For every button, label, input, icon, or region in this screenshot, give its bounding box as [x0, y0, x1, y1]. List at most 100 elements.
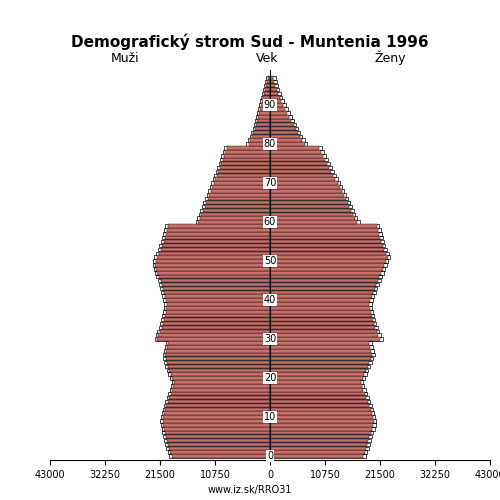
Bar: [219, 162, 270, 166]
Bar: [270, 310, 371, 314]
Bar: [161, 290, 270, 294]
Bar: [266, 76, 270, 80]
Bar: [168, 341, 270, 345]
Bar: [256, 123, 270, 126]
Bar: [263, 88, 270, 92]
Text: 40: 40: [264, 295, 276, 305]
Bar: [155, 271, 270, 274]
Bar: [270, 123, 293, 126]
Bar: [216, 170, 270, 173]
Bar: [164, 360, 270, 364]
Bar: [270, 232, 382, 235]
Bar: [270, 104, 286, 107]
Bar: [165, 224, 270, 228]
Bar: [270, 419, 376, 423]
Text: 60: 60: [264, 217, 276, 227]
Bar: [162, 431, 270, 434]
Bar: [270, 260, 386, 263]
Bar: [166, 438, 270, 442]
Bar: [270, 111, 290, 114]
Bar: [270, 435, 372, 438]
Bar: [164, 306, 270, 310]
Bar: [224, 154, 270, 158]
Bar: [162, 408, 270, 411]
Bar: [260, 107, 270, 111]
Bar: [162, 244, 270, 248]
Bar: [163, 232, 270, 235]
Bar: [270, 392, 364, 396]
Bar: [265, 88, 270, 92]
Bar: [270, 318, 376, 322]
Bar: [270, 126, 295, 130]
Bar: [270, 275, 382, 278]
Bar: [198, 220, 270, 224]
Bar: [159, 275, 270, 278]
Bar: [210, 185, 270, 189]
Bar: [168, 442, 270, 446]
Bar: [270, 338, 380, 341]
Text: 50: 50: [264, 256, 276, 266]
Bar: [270, 100, 284, 103]
Bar: [270, 376, 365, 380]
Bar: [270, 267, 382, 270]
Bar: [203, 208, 270, 212]
Bar: [163, 416, 270, 419]
Bar: [170, 372, 270, 376]
Bar: [162, 314, 270, 318]
Bar: [270, 88, 279, 92]
Bar: [270, 442, 370, 446]
Bar: [270, 450, 364, 454]
Bar: [270, 240, 381, 244]
Bar: [270, 279, 380, 282]
Bar: [268, 76, 270, 80]
Bar: [270, 130, 297, 134]
Bar: [156, 334, 270, 337]
Bar: [270, 271, 384, 274]
Bar: [162, 419, 270, 423]
Bar: [200, 208, 270, 212]
Bar: [168, 364, 270, 368]
Bar: [270, 80, 274, 84]
Bar: [162, 326, 270, 329]
Bar: [163, 310, 270, 314]
Bar: [270, 380, 360, 384]
Bar: [270, 107, 288, 111]
Bar: [270, 322, 376, 326]
Bar: [168, 372, 270, 376]
Bar: [206, 201, 270, 204]
Bar: [159, 282, 270, 286]
Bar: [256, 119, 270, 122]
Bar: [270, 84, 278, 87]
Bar: [270, 306, 372, 310]
Bar: [265, 80, 270, 84]
Bar: [270, 138, 302, 142]
Bar: [270, 380, 363, 384]
Bar: [174, 384, 270, 388]
Bar: [270, 212, 353, 216]
Bar: [172, 376, 270, 380]
Bar: [270, 349, 374, 352]
Bar: [270, 150, 321, 154]
Bar: [270, 208, 351, 212]
Text: Muži: Muži: [110, 52, 140, 65]
Bar: [166, 404, 270, 407]
Bar: [158, 330, 270, 333]
Bar: [166, 298, 270, 302]
Bar: [270, 326, 378, 329]
Bar: [222, 154, 270, 158]
Bar: [270, 96, 280, 99]
Bar: [270, 290, 374, 294]
Bar: [161, 318, 270, 322]
Bar: [266, 84, 270, 87]
Bar: [208, 197, 270, 200]
Bar: [162, 353, 270, 356]
Bar: [258, 104, 270, 107]
Bar: [270, 419, 374, 423]
Bar: [202, 212, 270, 216]
Bar: [218, 170, 270, 173]
Bar: [270, 271, 381, 274]
Bar: [270, 334, 378, 337]
Bar: [270, 201, 350, 204]
Text: 80: 80: [264, 139, 276, 149]
Bar: [158, 334, 270, 337]
